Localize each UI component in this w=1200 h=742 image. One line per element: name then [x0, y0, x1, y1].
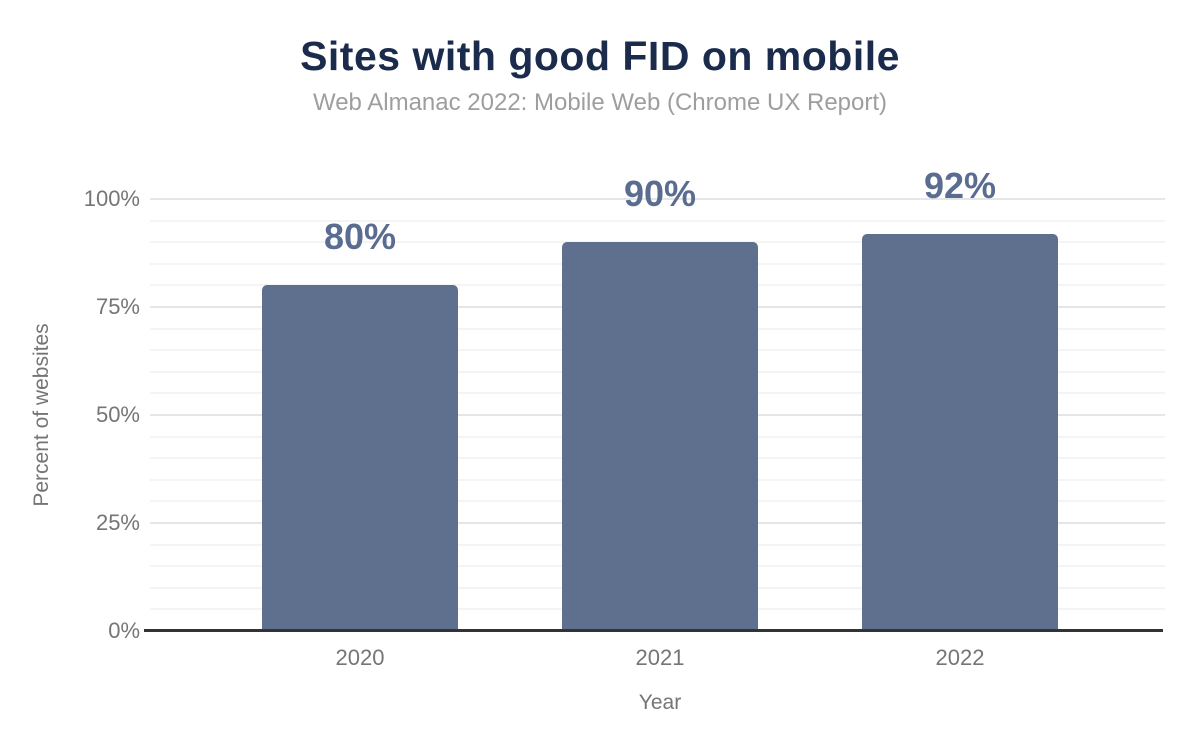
y-tick-label-100%: 100% — [83, 186, 140, 211]
y-tick-label-0%: 0% — [108, 618, 140, 643]
bar-value-label-2021: 90% — [623, 173, 697, 215]
x-axis-line — [144, 629, 1163, 632]
bar-value-label-2022: 92% — [923, 164, 997, 206]
gridline-minor — [150, 219, 1165, 222]
chart-title: Sites with good FID on mobile — [300, 33, 900, 79]
gridline-major — [150, 198, 1165, 200]
gridline-minor — [150, 241, 1165, 244]
bar-value-label-2020: 80% — [323, 216, 397, 258]
x-tick-label-2021: 2021 — [635, 645, 685, 670]
y-tick-label-75%: 75% — [95, 294, 140, 319]
chart-subtitle: Web Almanac 2022: Mobile Web (Chrome UX … — [312, 89, 888, 116]
bar-2021[interactable] — [562, 242, 758, 631]
y-tick-label-25%: 25% — [95, 510, 140, 535]
plot-area: 80% 90% 92% — [144, 167, 1165, 632]
bar-2020[interactable] — [262, 285, 458, 631]
x-axis-title: Year — [638, 691, 682, 714]
bar-2022[interactable] — [862, 233, 1058, 631]
x-tick-label-2022: 2022 — [935, 645, 985, 670]
y-tick-label-50%: 50% — [95, 402, 140, 427]
x-tick-label-2020: 2020 — [335, 645, 385, 670]
